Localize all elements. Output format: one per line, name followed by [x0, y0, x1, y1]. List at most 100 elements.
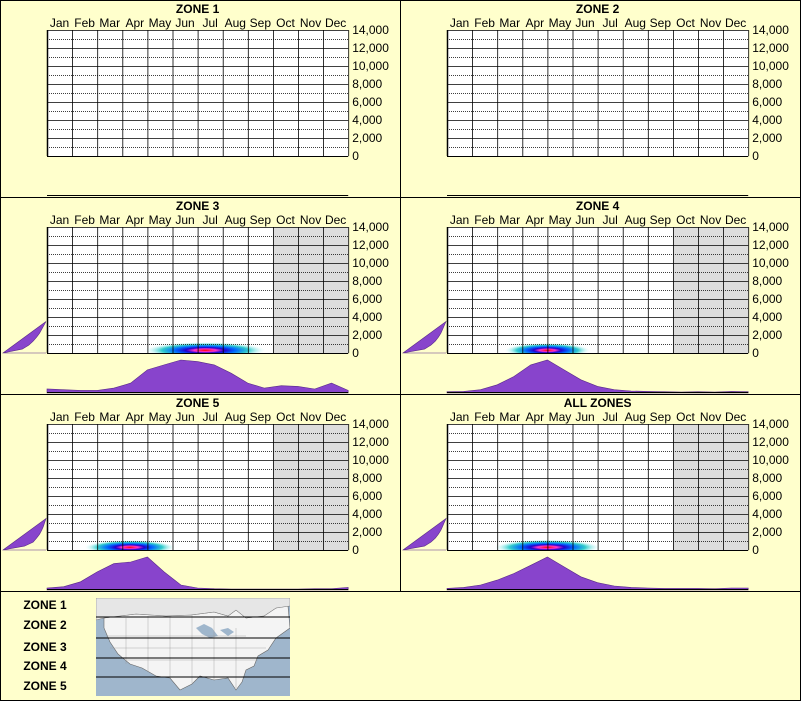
y-tick-label: 4,000: [752, 310, 782, 324]
month-tick-label: Sep: [250, 410, 272, 424]
zone-legend-label-1: ZONE 1: [23, 598, 67, 612]
month-density-area: [446, 556, 749, 591]
y-tick-label: 14,000: [352, 220, 389, 234]
y-tick-label: 4,000: [752, 507, 782, 521]
y-tick-label: 12,000: [752, 435, 789, 449]
month-tick-label: Mar: [99, 410, 120, 424]
month-density-area: [46, 556, 349, 591]
chart-panel: ZONE 4 Jan Feb Mar Apr May Jun Jul Aug Sep Oct Nov D…: [402, 199, 789, 394]
month-tick-label: Aug: [625, 16, 646, 30]
shaded-month-band: [298, 227, 324, 353]
y-tick-label: 2,000: [352, 328, 382, 342]
y-tick-label: 14,000: [752, 417, 789, 431]
month-tick-label: Dec: [325, 410, 346, 424]
month-tick-label: Jan: [50, 16, 69, 30]
y-tick-label: 10,000: [752, 453, 789, 467]
chart-title: ZONE 1: [176, 2, 220, 16]
month-tick-label: Nov: [700, 213, 721, 227]
chart-title: ALL ZONES: [564, 396, 632, 410]
month-tick-label: Sep: [250, 16, 272, 30]
y-tick-label: 14,000: [352, 417, 389, 431]
y-tick-label: 12,000: [752, 41, 789, 55]
month-tick-label: May: [549, 213, 572, 227]
month-density-area: [46, 359, 349, 394]
month-tick-label: Aug: [225, 213, 246, 227]
month-tick-label: May: [549, 16, 572, 30]
shaded-month-band: [323, 227, 349, 353]
y-tick-label: 2,000: [752, 131, 782, 145]
month-tick-label: Sep: [650, 16, 672, 30]
y-tick-label: 14,000: [752, 220, 789, 234]
month-tick-label: Jun: [175, 16, 194, 30]
month-tick-label: Jul: [202, 410, 217, 424]
plot-area: [447, 30, 749, 156]
elevation-density-area: [2, 517, 47, 551]
y-tick-label: 4,000: [352, 507, 382, 521]
month-tick-label: Dec: [325, 16, 346, 30]
zone-legend-label-5: ZONE 5: [23, 679, 67, 693]
chart-panel: ZONE 1 Jan Feb Mar Apr May Jun Jul Aug Sep Oct Nov D…: [46, 2, 389, 196]
shaded-month-band: [723, 227, 749, 353]
y-tick-label: 6,000: [352, 292, 382, 306]
month-tick-label: Dec: [725, 213, 746, 227]
density-hotspot: [84, 540, 175, 550]
month-tick-label: Oct: [276, 16, 295, 30]
month-tick-label: Dec: [725, 16, 746, 30]
month-tick-label: Apr: [526, 410, 545, 424]
month-tick-label: Jan: [50, 213, 69, 227]
month-tick-label: Nov: [300, 16, 321, 30]
month-tick-label: Jun: [575, 16, 594, 30]
chart-panel: ZONE 5 Jan Feb Mar Apr May Jun Jul Aug Sep Oct Nov D…: [2, 396, 389, 591]
us-map-icon: [96, 598, 290, 696]
y-tick-label: 0: [752, 543, 759, 557]
month-tick-label: May: [149, 410, 172, 424]
y-tick-label: 10,000: [352, 59, 389, 73]
month-tick-label: Jan: [450, 16, 469, 30]
month-tick-label: Apr: [526, 213, 545, 227]
month-tick-label: Apr: [526, 16, 545, 30]
y-tick-label: 12,000: [352, 41, 389, 55]
month-tick-label: Jun: [575, 213, 594, 227]
month-tick-label: Oct: [676, 16, 695, 30]
elevation-density-area: [402, 517, 447, 551]
elevation-density-area: [2, 321, 47, 354]
y-tick-label: 8,000: [752, 77, 782, 91]
zone-legend-label-2: ZONE 2: [23, 618, 67, 632]
month-tick-label: Mar: [499, 16, 520, 30]
y-tick-label: 0: [352, 543, 359, 557]
y-tick-label: 6,000: [352, 489, 382, 503]
elevation-density-area: [402, 320, 447, 354]
y-tick-label: 8,000: [752, 274, 782, 288]
month-tick-label: Jul: [602, 16, 617, 30]
shaded-month-band: [698, 227, 724, 353]
month-tick-label: Mar: [499, 213, 520, 227]
y-tick-label: 2,000: [752, 328, 782, 342]
y-tick-label: 10,000: [752, 256, 789, 270]
month-tick-label: Jun: [575, 410, 594, 424]
y-tick-label: 0: [352, 149, 359, 163]
y-tick-label: 0: [352, 346, 359, 360]
month-tick-label: Feb: [474, 213, 495, 227]
y-tick-label: 6,000: [752, 292, 782, 306]
y-tick-label: 8,000: [752, 471, 782, 485]
month-tick-label: May: [149, 16, 172, 30]
y-tick-label: 14,000: [352, 23, 389, 37]
shaded-month-band: [272, 227, 298, 353]
month-tick-label: Jun: [175, 410, 194, 424]
y-tick-label: 4,000: [752, 113, 782, 127]
month-tick-label: Jan: [450, 410, 469, 424]
month-tick-label: Jan: [450, 213, 469, 227]
month-tick-label: Feb: [474, 410, 495, 424]
month-tick-label: May: [549, 410, 572, 424]
month-tick-label: Dec: [325, 213, 346, 227]
month-tick-label: Nov: [300, 213, 321, 227]
month-tick-label: Nov: [300, 410, 321, 424]
month-tick-label: Nov: [700, 410, 721, 424]
month-tick-label: Oct: [276, 213, 295, 227]
zone-legend-label-4: ZONE 4: [23, 659, 67, 673]
month-tick-label: Nov: [700, 16, 721, 30]
y-tick-label: 2,000: [352, 131, 382, 145]
density-hotspot: [504, 343, 591, 353]
y-tick-label: 0: [752, 346, 759, 360]
chart-title: ZONE 4: [576, 199, 620, 213]
